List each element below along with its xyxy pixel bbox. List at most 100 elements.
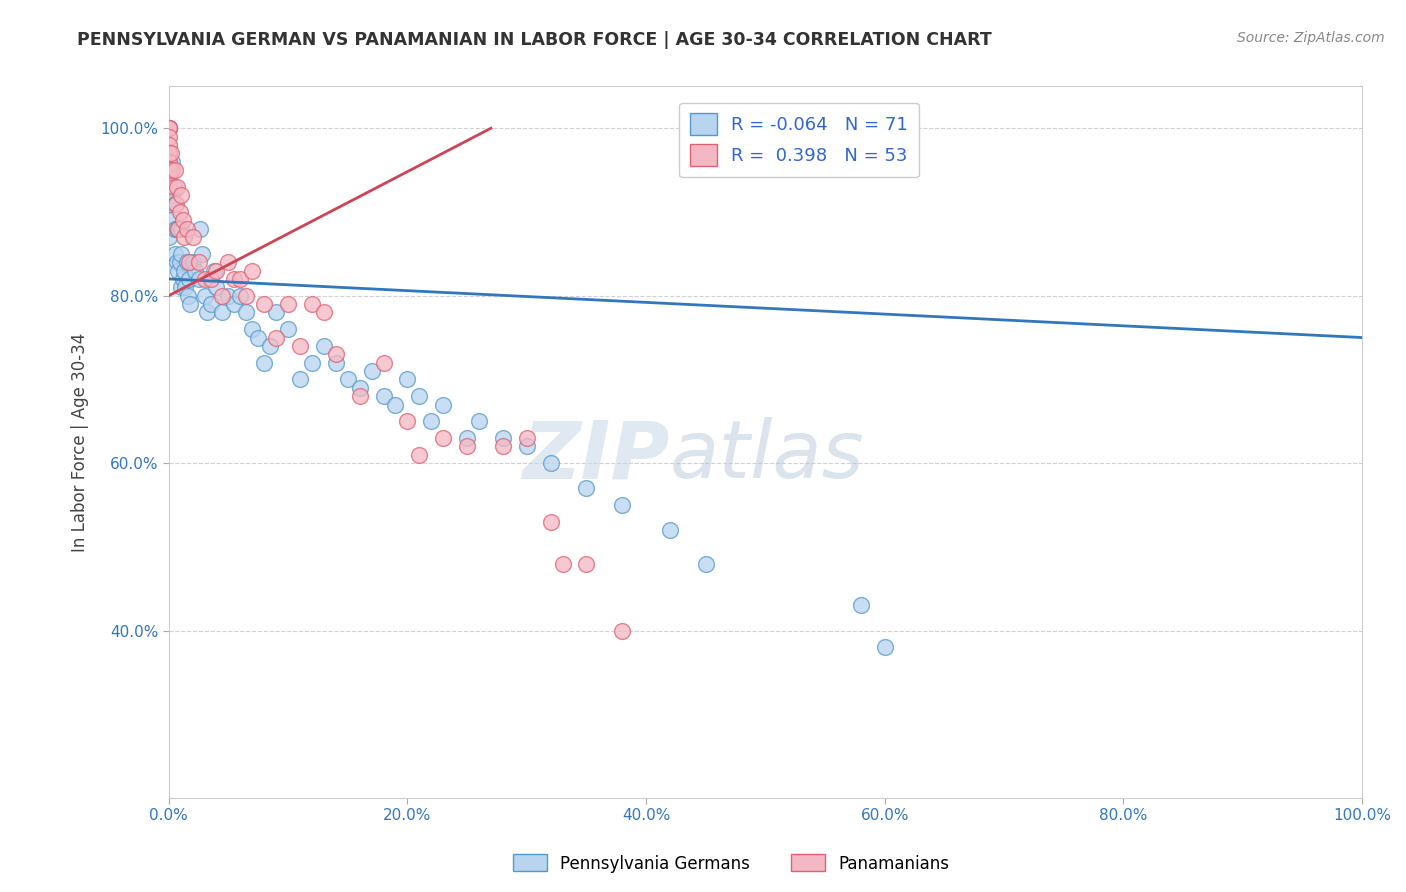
Point: [172, 272, 194, 286]
Point: [195, 305, 218, 319]
Point: [373, 356, 395, 370]
Point: [157, 154, 180, 169]
Point: [516, 431, 538, 445]
Point: [157, 121, 180, 136]
Point: [166, 255, 188, 269]
Point: [325, 347, 347, 361]
Point: [163, 247, 186, 261]
Point: [187, 272, 209, 286]
Point: [157, 138, 180, 153]
Point: [264, 305, 287, 319]
Point: [157, 121, 180, 136]
Point: [165, 196, 187, 211]
Point: [217, 255, 239, 269]
Point: [193, 272, 215, 286]
Point: [492, 431, 515, 445]
Point: [325, 356, 347, 370]
Point: [170, 280, 193, 294]
Point: [200, 272, 222, 286]
Point: [167, 221, 190, 235]
Point: [695, 557, 717, 571]
Point: [229, 288, 252, 302]
Point: [456, 439, 478, 453]
Point: [408, 448, 430, 462]
Point: [301, 356, 323, 370]
Text: PENNSYLVANIA GERMAN VS PANAMANIAN IN LABOR FORCE | AGE 30-34 CORRELATION CHART: PENNSYLVANIA GERMAN VS PANAMANIAN IN LAB…: [77, 31, 993, 49]
Point: [174, 280, 197, 294]
Point: [612, 498, 634, 512]
Point: [849, 599, 872, 613]
Point: [166, 221, 188, 235]
Point: [169, 255, 191, 269]
Point: [456, 431, 478, 445]
Point: [181, 230, 204, 244]
Point: [224, 297, 246, 311]
Point: [188, 221, 211, 235]
Text: Source: ZipAtlas.com: Source: ZipAtlas.com: [1237, 31, 1385, 45]
Point: [157, 146, 180, 161]
Point: [157, 179, 180, 194]
Point: [205, 263, 228, 277]
Point: [167, 263, 190, 277]
Point: [247, 330, 270, 344]
Point: [240, 263, 263, 277]
Point: [162, 163, 184, 178]
Point: [160, 146, 183, 161]
Point: [176, 255, 198, 269]
Point: [259, 339, 281, 353]
Point: [408, 389, 430, 403]
Point: [658, 523, 681, 537]
Text: atlas: atlas: [669, 417, 865, 495]
Point: [224, 272, 246, 286]
Point: [612, 624, 634, 638]
Point: [551, 557, 574, 571]
Point: [157, 121, 180, 136]
Legend: R = -0.064   N = 71, R =  0.398   N = 53: R = -0.064 N = 71, R = 0.398 N = 53: [679, 103, 920, 178]
Point: [468, 414, 491, 428]
Point: [420, 414, 443, 428]
Point: [253, 297, 276, 311]
Point: [229, 272, 252, 286]
Point: [575, 481, 598, 495]
Point: [157, 196, 180, 211]
Point: [432, 398, 454, 412]
Point: [179, 297, 201, 311]
Point: [575, 557, 598, 571]
Point: [217, 288, 239, 302]
Point: [211, 305, 233, 319]
Point: [312, 339, 335, 353]
Point: [157, 129, 180, 144]
Point: [157, 154, 180, 169]
Text: ZIP: ZIP: [523, 417, 669, 495]
Point: [235, 288, 257, 302]
Point: [191, 247, 214, 261]
Point: [157, 163, 180, 178]
Point: [172, 213, 194, 227]
Point: [173, 230, 195, 244]
Point: [162, 188, 184, 202]
Y-axis label: In Labor Force | Age 30-34: In Labor Force | Age 30-34: [72, 333, 89, 552]
Point: [177, 255, 200, 269]
Point: [176, 221, 198, 235]
Point: [288, 339, 311, 353]
Point: [235, 305, 257, 319]
Point: [336, 372, 359, 386]
Point: [540, 515, 562, 529]
Point: [277, 322, 299, 336]
Point: [170, 188, 193, 202]
Point: [432, 431, 454, 445]
Point: [177, 288, 200, 302]
Point: [384, 398, 406, 412]
Point: [360, 364, 382, 378]
Point: [349, 389, 371, 403]
Point: [211, 288, 233, 302]
Point: [516, 439, 538, 453]
Point: [157, 146, 180, 161]
Point: [202, 263, 225, 277]
Point: [157, 163, 180, 178]
Point: [349, 381, 371, 395]
Point: [173, 263, 195, 277]
Point: [540, 456, 562, 470]
Point: [277, 297, 299, 311]
Point: [240, 322, 263, 336]
